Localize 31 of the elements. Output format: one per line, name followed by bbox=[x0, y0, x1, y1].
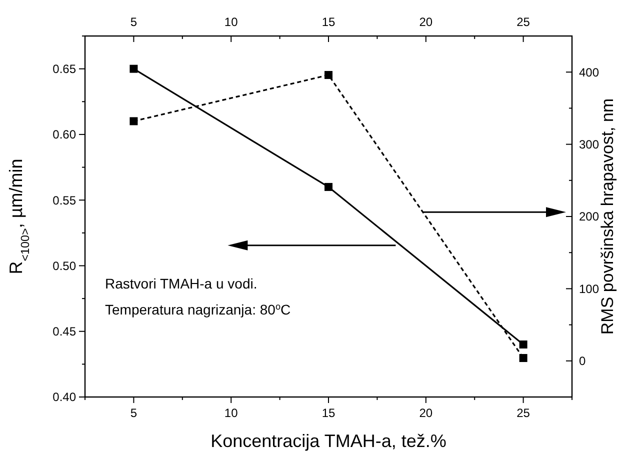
x-tick-label: 20 bbox=[419, 15, 433, 29]
point bbox=[519, 354, 528, 362]
x-tick-label: 10 bbox=[224, 15, 238, 29]
x2-tick-label: 10 bbox=[224, 406, 238, 420]
x2-tick-label: 25 bbox=[516, 406, 530, 420]
y-tick-label: 0.40 bbox=[52, 390, 76, 404]
point bbox=[130, 117, 138, 126]
annotation: Rastvori TMAH-a u vodi. bbox=[105, 276, 258, 292]
y-tick-label: 0.55 bbox=[52, 193, 76, 208]
x2-tick-label: 15 bbox=[322, 406, 336, 420]
x-axis-title: Koncentracija TMAH-a, tež.% bbox=[210, 431, 446, 451]
y2-tick-label: 0 bbox=[579, 354, 586, 368]
point bbox=[130, 64, 138, 73]
y-tick-label: 0.45 bbox=[52, 324, 76, 339]
y-tick-label: 0.60 bbox=[52, 128, 76, 142]
point bbox=[519, 340, 528, 348]
y2-axis-title: RMS površinska hrapavost, nm bbox=[598, 98, 617, 335]
y-tick-label: 0.50 bbox=[52, 258, 76, 273]
x2-tick-label: 20 bbox=[419, 406, 433, 420]
x-tick-label: 15 bbox=[322, 15, 336, 29]
annotation: Temperatura nagrizanja: 80$^{o}$C bbox=[105, 302, 291, 318]
y2-tick-label: 400 bbox=[579, 65, 600, 80]
y-tick-label: 0.65 bbox=[52, 62, 76, 76]
x-tick-label: 5 bbox=[130, 15, 138, 29]
point bbox=[324, 70, 332, 79]
x-tick-label: 25 bbox=[516, 15, 530, 29]
y2-tick-label: 300 bbox=[579, 138, 600, 152]
point bbox=[324, 182, 332, 191]
y2-tick-label: 100 bbox=[579, 282, 600, 296]
x2-tick-label: 5 bbox=[130, 406, 138, 420]
y2-tick-label: 200 bbox=[579, 210, 600, 224]
